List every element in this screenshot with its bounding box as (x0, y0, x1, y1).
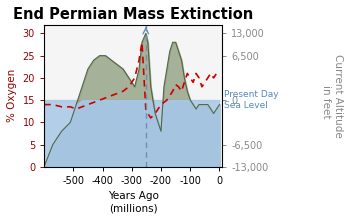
Title: End Permian Mass Extinction: End Permian Mass Extinction (13, 7, 253, 22)
Y-axis label: % Oxygen: % Oxygen (7, 69, 17, 122)
Text: Present Day
Sea Level: Present Day Sea Level (224, 90, 279, 110)
Y-axis label: Current Altitude
    in feet: Current Altitude in feet (321, 54, 343, 138)
X-axis label: Years Ago
(millions): Years Ago (millions) (108, 191, 159, 213)
